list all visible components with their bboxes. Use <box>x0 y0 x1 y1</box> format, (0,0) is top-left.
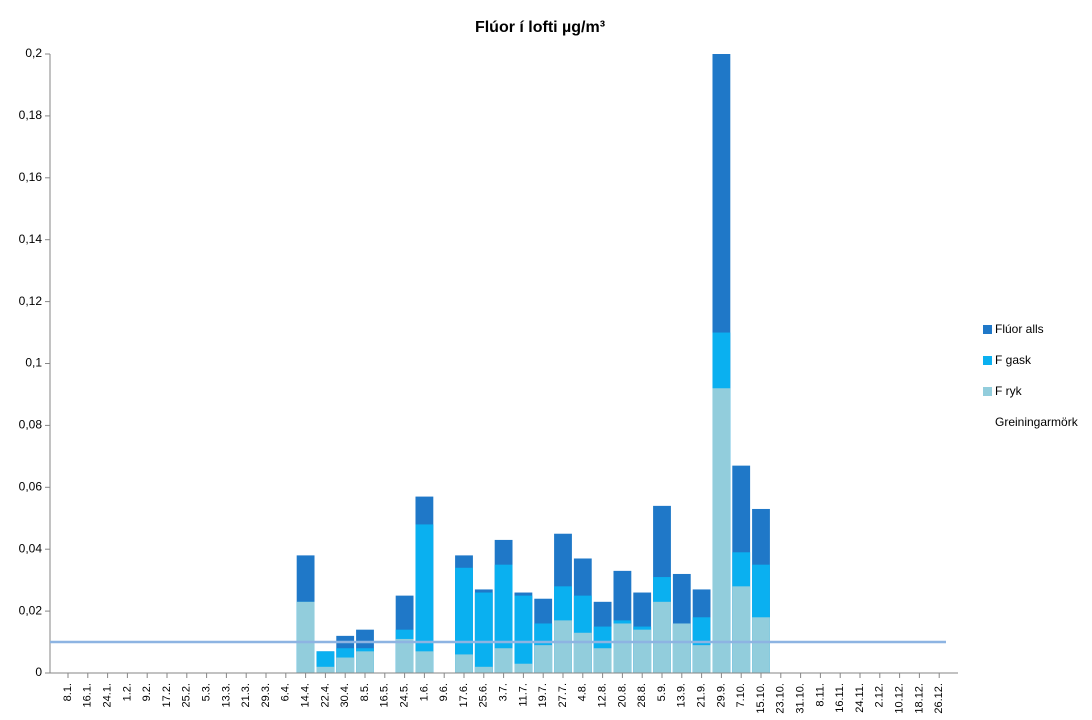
bar <box>633 629 652 673</box>
x-tick-label: 4.8. <box>577 683 589 701</box>
x-tick-label: 16.5. <box>379 683 391 707</box>
x-tick-label: 17.6. <box>458 683 470 707</box>
x-tick-label: 16.1. <box>82 683 94 707</box>
legend-swatch <box>983 356 992 365</box>
bar <box>474 592 493 673</box>
bar <box>316 666 335 673</box>
y-tick-label: 0,06 <box>19 479 43 493</box>
y-tick-label: 0,12 <box>19 294 43 308</box>
y-tick-label: 0,04 <box>19 541 43 555</box>
bar <box>415 524 434 673</box>
x-tick-label: 10.12. <box>894 683 906 714</box>
x-tick-label: 25.2. <box>181 683 193 707</box>
x-tick-label: 30.4. <box>339 683 351 707</box>
x-tick-label: 16.11. <box>834 683 846 713</box>
x-tick-label: 12.8. <box>597 683 609 707</box>
x-tick-label: 13.9. <box>676 683 688 707</box>
x-tick-label: 15.10. <box>755 683 767 714</box>
bar <box>395 638 414 673</box>
x-tick-label: 8.11. <box>814 683 826 707</box>
bar <box>593 648 612 673</box>
y-tick-label: 0,1 <box>25 356 42 370</box>
x-tick-label: 27.7. <box>557 683 569 707</box>
legend-label: F gask <box>995 353 1032 367</box>
legend-label: Flúor alls <box>995 322 1044 336</box>
x-tick-label: 8.5. <box>359 683 371 701</box>
x-tick-label: 17.2. <box>161 683 173 707</box>
x-tick-label: 3.7. <box>498 683 510 701</box>
x-tick-label: 11.7. <box>517 683 529 707</box>
legend-label: F ryk <box>995 384 1023 398</box>
bar <box>752 617 770 673</box>
x-tick-label: 1.6. <box>418 683 430 701</box>
x-tick-label: 18.12. <box>913 683 925 714</box>
bar <box>514 595 533 673</box>
x-tick-label: 29.9. <box>715 683 727 707</box>
x-tick-label: 5.9. <box>656 683 668 701</box>
legend-swatch <box>983 325 992 334</box>
bar <box>336 657 355 673</box>
y-tick-label: 0,02 <box>19 603 43 617</box>
x-tick-label: 1.2. <box>121 683 133 701</box>
x-tick-label: 29.3. <box>260 683 272 707</box>
y-tick-label: 0,14 <box>19 232 43 246</box>
bar <box>455 654 473 673</box>
legend-label: Greiningarmörk <box>995 415 1079 429</box>
y-tick-label: 0,2 <box>25 46 42 60</box>
x-tick-label: 24.11. <box>854 683 866 713</box>
x-tick-label: 9.6. <box>438 683 450 701</box>
bar <box>474 666 493 673</box>
y-tick-label: 0 <box>35 665 42 679</box>
x-tick-label: 20.8. <box>616 683 628 707</box>
bar <box>296 601 315 673</box>
bar <box>534 645 553 673</box>
legend-swatch <box>983 387 992 396</box>
x-tick-label: 31.10. <box>795 683 807 714</box>
x-tick-label: 28.8. <box>636 683 648 707</box>
x-tick-label: 19.7. <box>537 683 549 707</box>
x-tick-label: 9.2. <box>141 683 153 701</box>
bar <box>653 601 671 673</box>
x-tick-label: 21.3. <box>240 683 252 707</box>
bar <box>455 567 473 673</box>
y-tick-label: 0,16 <box>19 170 43 184</box>
x-tick-label: 21.9. <box>696 683 708 707</box>
x-tick-label: 26.12. <box>933 683 945 714</box>
bar <box>514 663 533 673</box>
x-tick-label: 14.4. <box>300 683 312 707</box>
bar <box>554 620 572 673</box>
y-tick-label: 0,08 <box>19 418 43 432</box>
bar <box>494 648 513 673</box>
x-tick-label: 8.1. <box>62 683 74 701</box>
x-tick-label: 5.3. <box>201 683 213 701</box>
bar <box>712 388 731 673</box>
bar <box>672 623 691 673</box>
bar <box>415 651 434 673</box>
bar <box>692 645 711 673</box>
bar <box>613 623 632 673</box>
bar <box>573 632 592 673</box>
x-tick-label: 6.4. <box>280 683 292 701</box>
bar <box>494 564 513 673</box>
x-tick-label: 24.1. <box>102 683 114 707</box>
x-tick-label: 13.3. <box>220 683 232 707</box>
x-tick-label: 24.5. <box>399 683 411 707</box>
x-tick-label: 7.10. <box>735 683 747 707</box>
x-tick-label: 23.10. <box>775 683 787 714</box>
bar <box>356 651 374 673</box>
bar <box>732 586 751 673</box>
x-tick-label: 2.12. <box>874 683 886 707</box>
chart-title: Flúor í lofti µg/m³ <box>475 19 605 36</box>
x-tick-label: 22.4. <box>319 683 331 707</box>
y-tick-label: 0,18 <box>19 108 43 122</box>
x-tick-label: 25.6. <box>478 683 490 707</box>
